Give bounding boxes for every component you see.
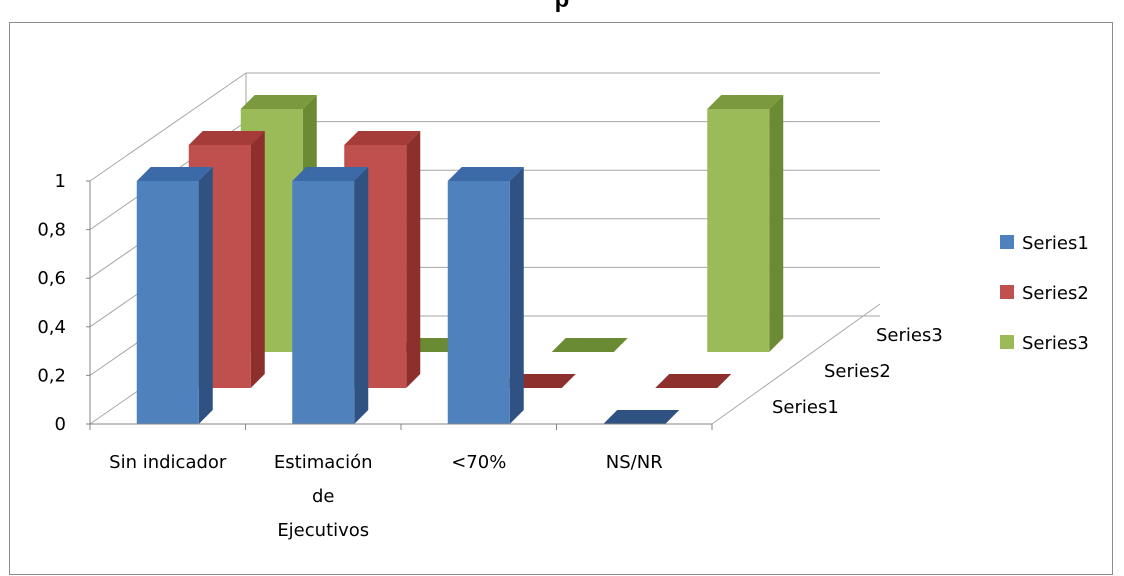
y-tick-label: 0,2 — [37, 365, 66, 386]
y-tick-label: 0,8 — [37, 220, 66, 241]
bar-Series1 — [447, 181, 510, 424]
legend-label: Series1 — [1022, 233, 1089, 254]
gridline-diagonal — [89, 72, 247, 182]
legend-swatch — [1000, 235, 1014, 249]
depth-series-label: Series3 — [876, 325, 943, 346]
bar-top — [344, 131, 421, 145]
legend-swatch — [1000, 335, 1014, 349]
bar-top — [188, 131, 265, 145]
bar-side — [769, 95, 784, 352]
bar-side — [198, 167, 213, 424]
y-tick-label: 0,6 — [37, 268, 66, 289]
depth-axis-line — [711, 303, 881, 425]
depth-series-label: Series2 — [824, 361, 891, 382]
bar-side — [250, 131, 265, 388]
legend-swatch — [1000, 285, 1014, 299]
y-tick-label: 0 — [55, 414, 66, 435]
bar-top — [240, 95, 317, 109]
depth-series-label: Series1 — [772, 397, 839, 418]
x-tick-label: NS/NR — [606, 452, 663, 473]
bar-top — [707, 95, 784, 109]
y-tick-label: 1 — [55, 171, 66, 192]
x-tick-label: Estimación — [274, 452, 373, 473]
axis-layer: 0 0,2 0,4 0,6 0,8 1 Sin indicador Estimación de E… — [37, 171, 942, 541]
bar-top — [292, 167, 369, 181]
bar-Series3 — [707, 109, 770, 352]
bar-zero-Series3 — [551, 338, 628, 352]
bar-top — [136, 167, 213, 181]
bars-layer — [136, 95, 784, 424]
legend-label: Series2 — [1022, 283, 1089, 304]
y-tick-label: 0,4 — [37, 317, 66, 338]
bar-side — [406, 131, 421, 388]
bar-top — [447, 167, 524, 181]
x-tick-label: Ejecutivos — [277, 520, 369, 541]
bar-Series1 — [292, 181, 355, 424]
bar-zero-Series1 — [603, 410, 680, 424]
x-tick-label: de — [312, 486, 335, 507]
bar-side — [354, 167, 369, 424]
legend-label: Series3 — [1022, 333, 1089, 354]
x-tick-label: Sin indicador — [109, 452, 227, 473]
bar-Series1 — [136, 181, 199, 424]
legend-layer: Series1 Series2 Series3 — [1000, 233, 1089, 354]
bar-zero-Series2 — [655, 374, 732, 388]
bar-side — [509, 167, 524, 424]
x-tick-label: <70% — [451, 452, 506, 473]
chart-title: p — [0, 0, 1124, 14]
